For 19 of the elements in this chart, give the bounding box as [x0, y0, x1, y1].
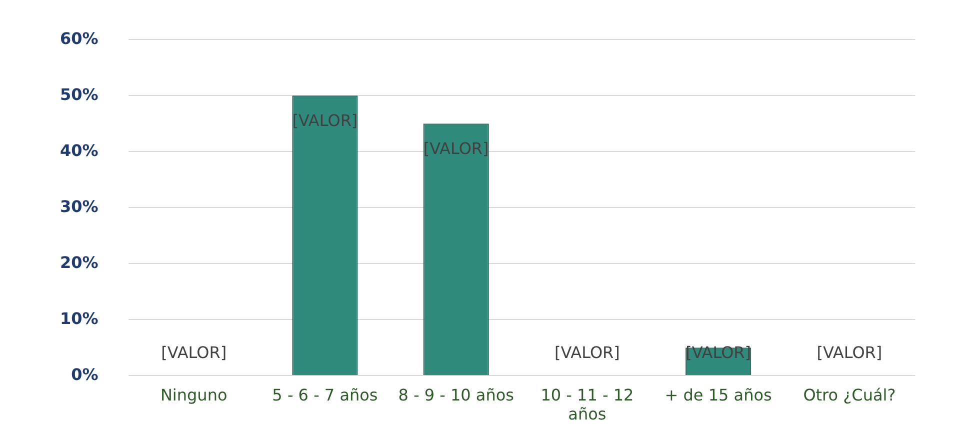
x-tick-label: 5 - 6 - 7 años: [272, 385, 378, 404]
data-label: [VALOR]: [423, 138, 489, 158]
y-tick-label: 60%: [60, 28, 98, 48]
y-tick-label: 10%: [60, 308, 98, 328]
data-label: [VALOR]: [161, 342, 227, 362]
data-label: [VALOR]: [686, 342, 752, 362]
data-label: [VALOR]: [292, 110, 358, 130]
data-label: [VALOR]: [554, 342, 620, 362]
x-tick-label: 10 - 11 - 12 años: [540, 385, 634, 424]
x-tick-label: Otro ¿Cuál?: [803, 385, 896, 404]
x-tick-label: + de 15 años: [664, 385, 772, 404]
y-tick-label: 40%: [60, 140, 98, 160]
y-tick-label: 0%: [71, 364, 98, 384]
y-tick-label: 30%: [60, 196, 98, 216]
data-label: [VALOR]: [816, 342, 882, 362]
y-tick-label: 20%: [60, 252, 98, 272]
x-tick-label: Ninguno: [160, 385, 228, 404]
y-tick-label: 50%: [60, 84, 98, 104]
x-tick-label: 8 - 9 - 10 años: [398, 385, 514, 404]
